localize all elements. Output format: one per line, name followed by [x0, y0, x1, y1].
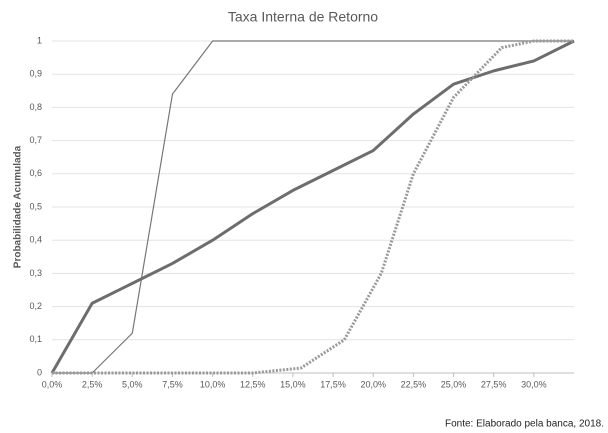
y-tick-label: 0,4 — [29, 235, 42, 245]
source-note: Fonte: Elaborado pela banca, 2018. — [445, 419, 604, 430]
y-tick-label: 0 — [37, 367, 42, 377]
y-axis-label: Probabilidade Acumulada — [13, 145, 24, 268]
line-series — [52, 39, 574, 375]
y-tick-label: 0,5 — [29, 201, 42, 211]
x-tick-label: 2,5% — [82, 379, 103, 389]
y-tick-label: 0,8 — [29, 102, 42, 112]
x-tick-label: 22,5% — [401, 379, 427, 389]
y-tick-label: 0,2 — [29, 301, 42, 311]
line-series — [50, 39, 575, 374]
x-tick-label: 20,0% — [360, 379, 386, 389]
y-tick-label: 0,9 — [29, 69, 42, 79]
x-tick-label: 15,0% — [280, 379, 306, 389]
x-tick-label: 0,0% — [42, 379, 63, 389]
y-tick-label: 0,1 — [29, 334, 42, 344]
y-tick-label: 1 — [37, 35, 42, 45]
y-tick-label: 0,6 — [29, 168, 42, 178]
x-tick-label: 25,0% — [441, 379, 467, 389]
y-tick-label: 0,3 — [29, 268, 42, 278]
y-tick-label: 0,7 — [29, 135, 42, 145]
x-tick-label: 7,5% — [162, 379, 183, 389]
x-tick-label: 12,5% — [240, 379, 266, 389]
x-tick-label: 30,0% — [521, 379, 547, 389]
x-tick-label: 27,5% — [481, 379, 507, 389]
chart-title: Taxa Interna de Retorno — [228, 9, 378, 25]
x-tick-label: 17,5% — [320, 379, 346, 389]
x-tick-label: 5,0% — [122, 379, 143, 389]
x-tick-label: 10,0% — [200, 379, 226, 389]
